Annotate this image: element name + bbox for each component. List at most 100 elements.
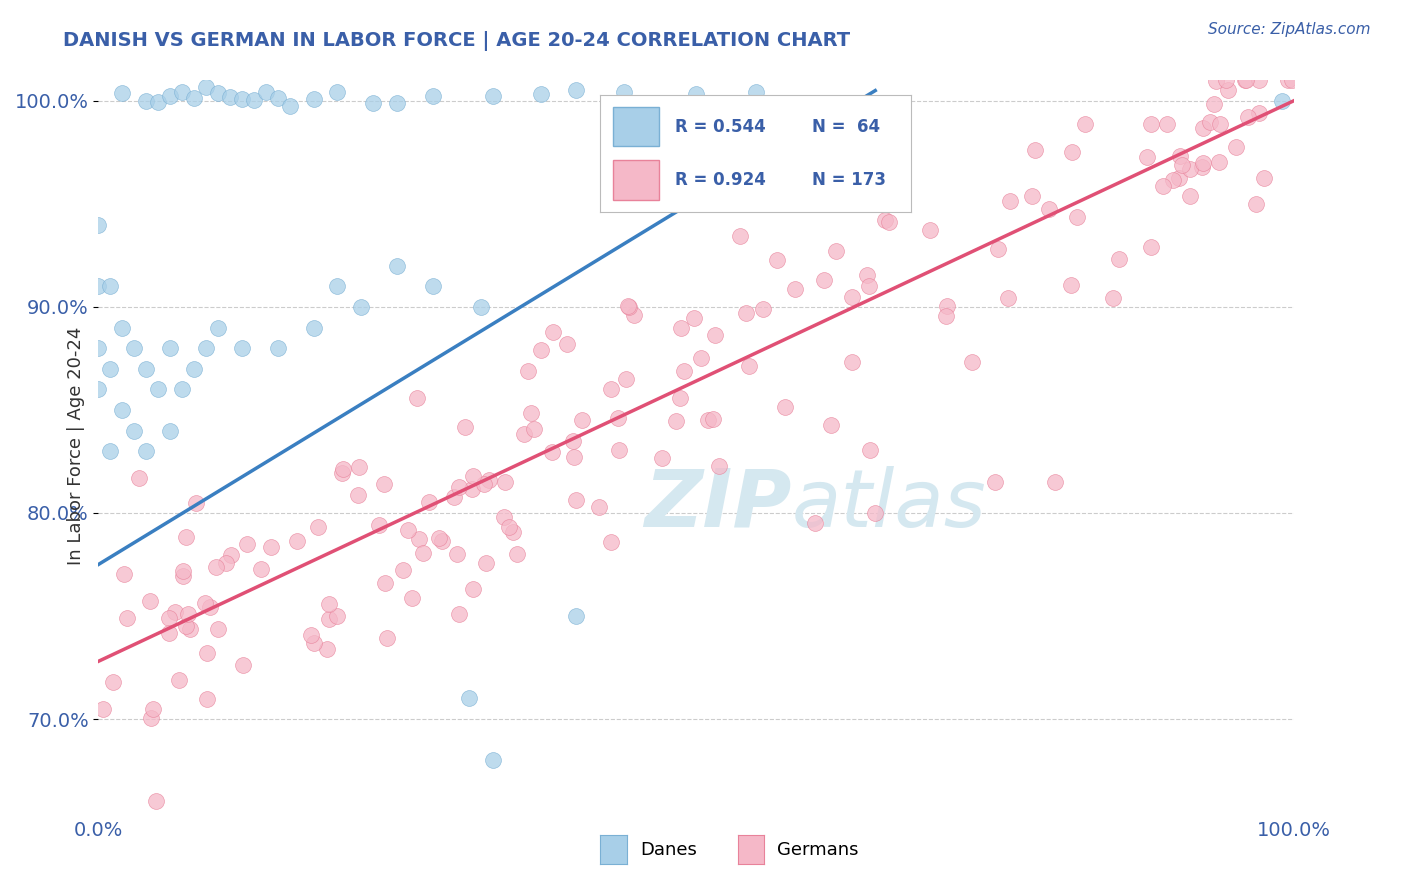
Point [1247,106,1270,120]
Point [1202,97,1225,112]
Point [422,279,444,293]
Point [1271,94,1294,108]
Point [396,523,419,537]
Point [446,547,468,561]
Point [523,422,546,436]
Point [177,607,200,621]
Point [200,600,222,615]
Point [98,361,122,376]
Point [689,351,711,365]
Point [163,605,186,619]
Point [449,480,471,494]
Point [172,569,194,583]
Point [385,259,409,273]
Point [1192,156,1215,170]
Point [315,641,337,656]
Point [1156,118,1178,132]
Point [135,361,157,376]
Point [299,628,322,642]
Point [463,582,485,596]
Point [461,482,484,496]
Point [278,99,301,113]
Point [697,413,720,427]
Point [730,228,752,243]
Point [1060,278,1083,293]
Point [1191,121,1213,136]
Point [565,609,588,624]
Point [935,309,957,323]
Point [613,85,636,99]
Point [506,836,529,850]
Point [87,382,110,396]
Point [685,87,707,102]
Point [541,444,564,458]
Point [478,473,501,487]
Point [1066,210,1088,224]
Point [87,279,110,293]
Point [1171,158,1194,172]
Point [571,413,593,427]
Point [481,753,505,767]
Point [112,567,135,582]
Point [936,299,959,313]
Point [492,509,515,524]
Point [406,391,429,405]
Point [607,443,630,458]
Point [302,636,325,650]
Point [1136,150,1159,164]
Point [502,525,524,540]
Point [418,495,440,509]
Point [737,359,759,374]
Point [804,836,827,850]
Point [392,563,415,577]
Point [472,477,495,491]
Point [859,443,882,458]
Point [174,530,197,544]
Point [231,341,253,355]
Point [167,673,190,687]
Point [1102,291,1125,305]
Point [1218,83,1240,97]
Point [373,476,395,491]
Point [516,364,538,378]
Point [128,471,150,485]
Point [616,299,638,313]
Point [1074,117,1097,131]
Point [124,424,146,438]
Point [565,492,588,507]
Point [1281,73,1303,87]
Point [254,85,277,99]
Point [326,609,349,624]
Point [824,244,846,258]
Point [285,533,308,548]
Point [101,674,124,689]
Point [709,459,731,474]
Point [377,631,399,645]
Point [683,311,706,326]
Point [195,646,218,660]
Point [735,306,758,320]
Point [673,364,696,378]
Point [318,598,340,612]
Point [205,560,228,574]
Point [766,253,789,268]
Point [159,424,181,438]
Point [159,341,181,355]
Point [427,532,450,546]
Point [1062,145,1084,159]
Point [506,547,529,561]
Point [307,520,329,534]
Point [267,341,290,355]
Point [1199,115,1222,129]
Y-axis label: In Labor Force | Age 20-24: In Labor Force | Age 20-24 [66,326,84,566]
Point [1225,140,1247,154]
Point [267,91,290,105]
Point [702,412,724,426]
Point [997,291,1019,305]
Point [172,382,194,396]
Point [135,94,157,108]
Point [470,300,492,314]
Point [215,556,238,570]
Point [454,420,477,434]
Point [148,382,170,396]
